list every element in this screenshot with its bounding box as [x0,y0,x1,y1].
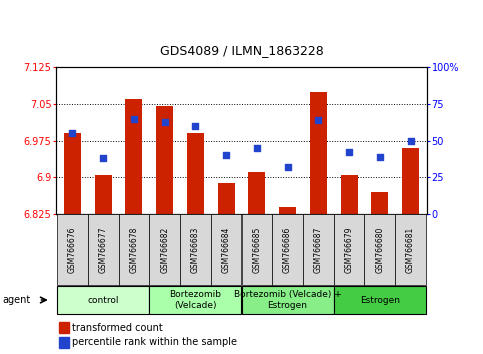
Bar [242,286,334,314]
Bar [64,133,81,214]
Bar [95,175,112,214]
Bar [395,214,426,285]
Text: GSM766684: GSM766684 [222,226,230,273]
Bar [57,214,88,285]
Text: GSM766687: GSM766687 [314,226,323,273]
Bar [156,107,173,214]
Bar [242,214,272,285]
Bar [371,192,388,214]
Bar [341,175,357,214]
Point [284,164,291,170]
Text: GSM766679: GSM766679 [344,226,354,273]
Text: control: control [87,296,119,304]
Bar [365,214,395,285]
Text: GSM766686: GSM766686 [283,226,292,273]
Text: GSM766678: GSM766678 [129,226,139,273]
Bar [218,183,235,214]
Text: Estrogen: Estrogen [360,296,400,304]
Bar [272,214,303,285]
Text: GSM766683: GSM766683 [191,226,200,273]
Bar [88,214,118,285]
Bar [248,172,265,214]
Point [99,155,107,161]
Point [161,119,169,125]
Bar [310,92,327,214]
Bar [334,214,365,285]
Bar [149,214,180,285]
Point [130,116,138,121]
Text: GSM766676: GSM766676 [68,226,77,273]
Bar [402,148,419,214]
Text: GSM766680: GSM766680 [375,226,384,273]
Text: GSM766682: GSM766682 [160,227,169,273]
Text: GSM766681: GSM766681 [406,227,415,273]
Point [69,131,76,136]
Bar [59,337,69,348]
Text: Bortezomib (Velcade) +
Estrogen: Bortezomib (Velcade) + Estrogen [234,290,341,310]
Point [314,117,322,123]
Bar [118,214,149,285]
Bar [334,286,426,314]
Point [376,154,384,160]
Bar [303,214,334,285]
Text: Bortezomib
(Velcade): Bortezomib (Velcade) [170,290,221,310]
Bar [149,286,242,314]
Point [345,150,353,155]
Bar [57,286,149,314]
Text: GSM766677: GSM766677 [99,226,108,273]
Bar [126,99,142,214]
Point [222,153,230,158]
Bar [279,207,296,214]
Bar [211,214,242,285]
Point [253,145,261,151]
Bar [187,133,204,214]
Text: transformed count: transformed count [72,322,163,332]
Text: agent: agent [2,295,30,305]
Text: GSM766685: GSM766685 [253,226,261,273]
Bar [180,214,211,285]
Text: GDS4089 / ILMN_1863228: GDS4089 / ILMN_1863228 [159,44,324,57]
Point [407,138,414,144]
Point [192,123,199,129]
Bar [59,322,69,333]
Text: percentile rank within the sample: percentile rank within the sample [72,337,237,348]
